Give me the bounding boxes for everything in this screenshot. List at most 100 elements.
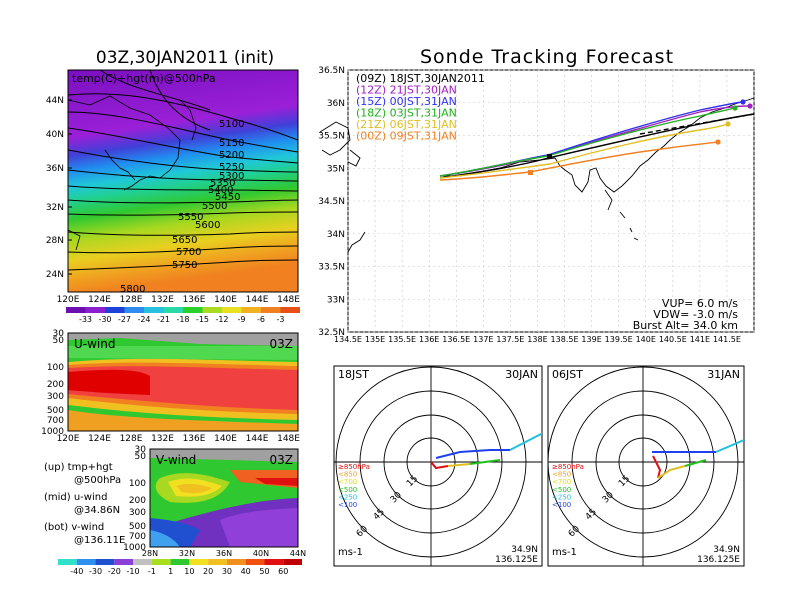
lat-tick-label: 36N: [46, 164, 64, 174]
track-legend-entry: (12Z) 21JST,30JAN: [356, 84, 457, 97]
pressure-tick-label: 30: [53, 329, 65, 339]
colorbar-label: -3: [277, 315, 285, 324]
colorbar-label: -10: [127, 567, 140, 576]
colorbar-label: 20: [203, 567, 213, 576]
contour-label: 5600: [195, 220, 220, 231]
level-legend-entry: <500: [338, 486, 357, 494]
param-vdw: VDW= -3.0 m/s: [653, 308, 738, 321]
lon-tick-label: 139.5E: [605, 335, 633, 344]
hodograph-segment: [657, 465, 686, 479]
uwind-time: 03Z: [270, 337, 294, 351]
lat-tick-label: 35.5N: [318, 132, 345, 142]
colorbar-swatch: [189, 559, 209, 565]
lat-tick-label: 44N: [290, 549, 306, 558]
lat-tick-label: 44N: [46, 96, 64, 106]
contour-line: [149, 70, 211, 131]
lat-tick-label: 24N: [46, 270, 64, 280]
lon-tick-label: 144E: [246, 434, 269, 444]
colorbar-label: 1: [168, 567, 173, 576]
level-legend-entry: <100: [552, 501, 571, 509]
contour-line: [68, 169, 298, 182]
lat-tick-label: 32.5N: [318, 328, 345, 338]
pressure-tick-label: 50: [135, 452, 147, 462]
lon-tick-label: 140E: [214, 434, 237, 444]
lon-tick-label: 136E: [419, 335, 439, 344]
lat-tick-label: 35N: [327, 164, 345, 174]
lat-tick-label: 36N: [216, 549, 232, 558]
pressure-tick-label: 300: [129, 508, 146, 518]
lon-tick-label: 140.5E: [659, 335, 687, 344]
track-params: VUP= 6.0 m/s VDW= -3.0 m/s Burst Alt= 34…: [633, 297, 739, 332]
colorbar-label: -9: [238, 315, 246, 324]
level-legend-entry: <700: [552, 478, 571, 486]
hodograph-time: 18JST: [338, 368, 369, 381]
colorbar-label: 10: [184, 567, 194, 576]
colorbar-swatch: [133, 559, 152, 565]
pressure-tick-label: 200: [129, 496, 146, 506]
colorbar-swatch: [144, 307, 164, 313]
level-legend-entry: <100: [338, 501, 357, 509]
pressure-tick-label: 300: [47, 392, 64, 402]
colorbar-label: -12: [215, 315, 228, 324]
contour-label: 5100: [219, 119, 244, 130]
colorbar-label: -40: [70, 567, 83, 576]
lon-tick-label: 135E: [365, 335, 385, 344]
contour-line: [68, 111, 298, 153]
lon-tick-label: 137E: [473, 335, 493, 344]
colorbar-swatch: [280, 307, 300, 313]
note-line: @500hPa: [74, 475, 121, 486]
pressure-tick-label: 500: [129, 522, 146, 532]
param-burst: Burst Alt= 34.0 km: [633, 319, 738, 332]
colorbar-label: -21: [157, 315, 170, 324]
pressure-tick-label: 100: [129, 479, 146, 489]
note-line: @136.11E: [74, 535, 125, 546]
contour-label: 5400: [208, 185, 233, 196]
lon-tick-label: 132E: [151, 434, 174, 444]
track-legend-entry: (00Z) 09JST,31JAN: [356, 130, 457, 143]
contour-line: [68, 259, 298, 271]
contour-line: [68, 231, 298, 236]
lon-tick-label: 136.5E: [442, 335, 470, 344]
pressure-tick-label: 1000: [123, 543, 146, 553]
lon-tick-label: 136E: [183, 295, 206, 305]
lon-tick-label: 128E: [120, 295, 143, 305]
track-markers: [528, 99, 753, 175]
colorbar-label: -18: [176, 315, 189, 324]
lat-tick-label: 32N: [46, 203, 64, 213]
hodograph-segment: [509, 432, 542, 451]
lon-tick-label: 138E: [527, 335, 547, 344]
hodograph-unit: ms-1: [552, 547, 577, 558]
hodograph-lat: 34.9N: [713, 545, 740, 555]
hodograph-date: 31JAN: [707, 368, 740, 381]
track-09z-dash: [639, 113, 755, 135]
colorbar-swatch: [95, 559, 115, 565]
colorbar-swatch: [85, 307, 105, 313]
contour-label: 5500: [202, 201, 227, 212]
contour-label: 5350: [210, 178, 235, 189]
track-legend-entry: (09Z) 18JST,30JAN2011: [356, 72, 485, 85]
level-legend-entry: ≥850hPa: [552, 463, 584, 471]
colorbar-label: -30: [89, 567, 102, 576]
hodograph-segment: [469, 459, 501, 465]
level-legend-entry: <850: [338, 471, 357, 479]
level-legend-entry: <250: [552, 493, 571, 501]
lat-tick-label: 40N: [46, 130, 64, 140]
colorbar-swatch: [245, 559, 265, 565]
contour-line: [68, 127, 298, 164]
lon-tick-label: 140E: [214, 295, 237, 305]
lon-tick-label: 148E: [277, 434, 300, 444]
contour-line: [68, 199, 298, 204]
hodograph-segment: [684, 459, 707, 467]
hodograph-segment: [435, 449, 510, 459]
colorbar-label: -33: [79, 315, 92, 324]
contour-line: [99, 70, 211, 111]
colorbar-swatch: [105, 307, 125, 313]
hodograph-lon: 136.125E: [495, 555, 538, 565]
colorbar-swatch: [222, 307, 242, 313]
colorbar-swatch: [163, 307, 183, 313]
colorbar-swatch: [261, 307, 281, 313]
map500-field-label: temp(C)+hgt(m)@500hPa: [72, 72, 216, 85]
contour-line: [68, 245, 298, 254]
